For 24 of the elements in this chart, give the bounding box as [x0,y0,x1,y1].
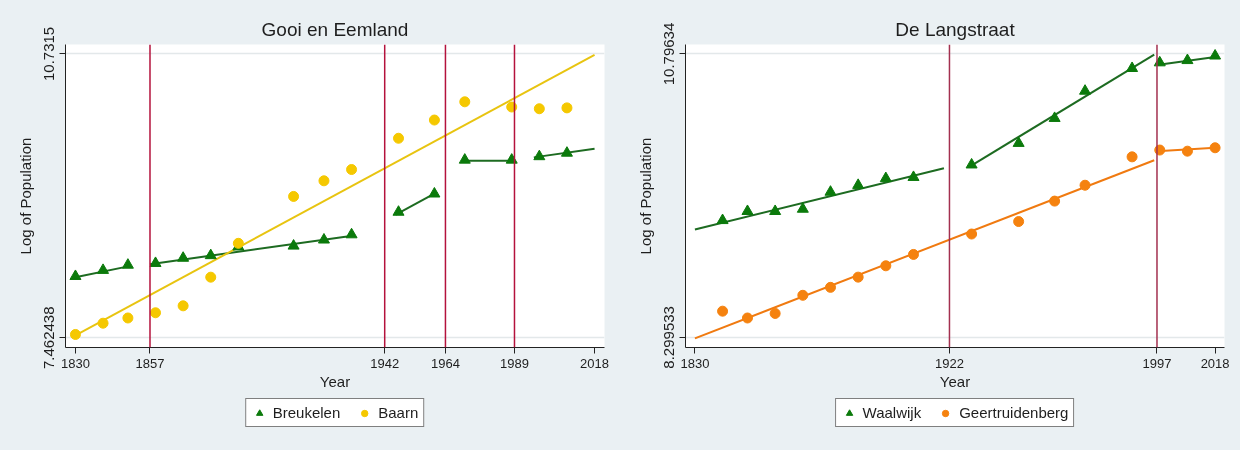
x-axis-title: Year [939,372,971,390]
y-tick-label: 10.7315 [40,26,58,82]
legend-label: Geertruidenberg [959,404,1069,421]
x-tick-label: 1942 [370,355,400,371]
x-tick-label: 2018 [1200,355,1230,371]
x-tick-label: 1830 [60,355,90,371]
y-tick-label: 8.299533 [660,306,678,369]
y-axis-title: Log of Population [16,137,34,255]
x-tick-label: 1989 [500,355,529,371]
y-axis-title: Log of Population [636,137,654,255]
y-tick-label: 10.79634 [660,22,678,86]
x-axis-title: Year [319,372,351,390]
legend-label: Baarn [378,404,419,421]
x-tick-label: 1857 [135,355,165,371]
y-tick-label: 7.462438 [40,306,58,370]
x-tick-label: 1997 [1142,355,1172,371]
x-tick-label: 1922 [935,355,964,371]
legend-label: Waalwijk [862,404,922,421]
x-tick-label: 1830 [680,355,710,371]
x-tick-label: 1964 [430,355,460,371]
x-tick-label: 2018 [580,355,610,371]
chart-title: Gooi en Eemland [261,18,409,40]
legend-label: Breukelen [272,404,341,421]
chart-title: De Langstraat [895,18,1016,40]
